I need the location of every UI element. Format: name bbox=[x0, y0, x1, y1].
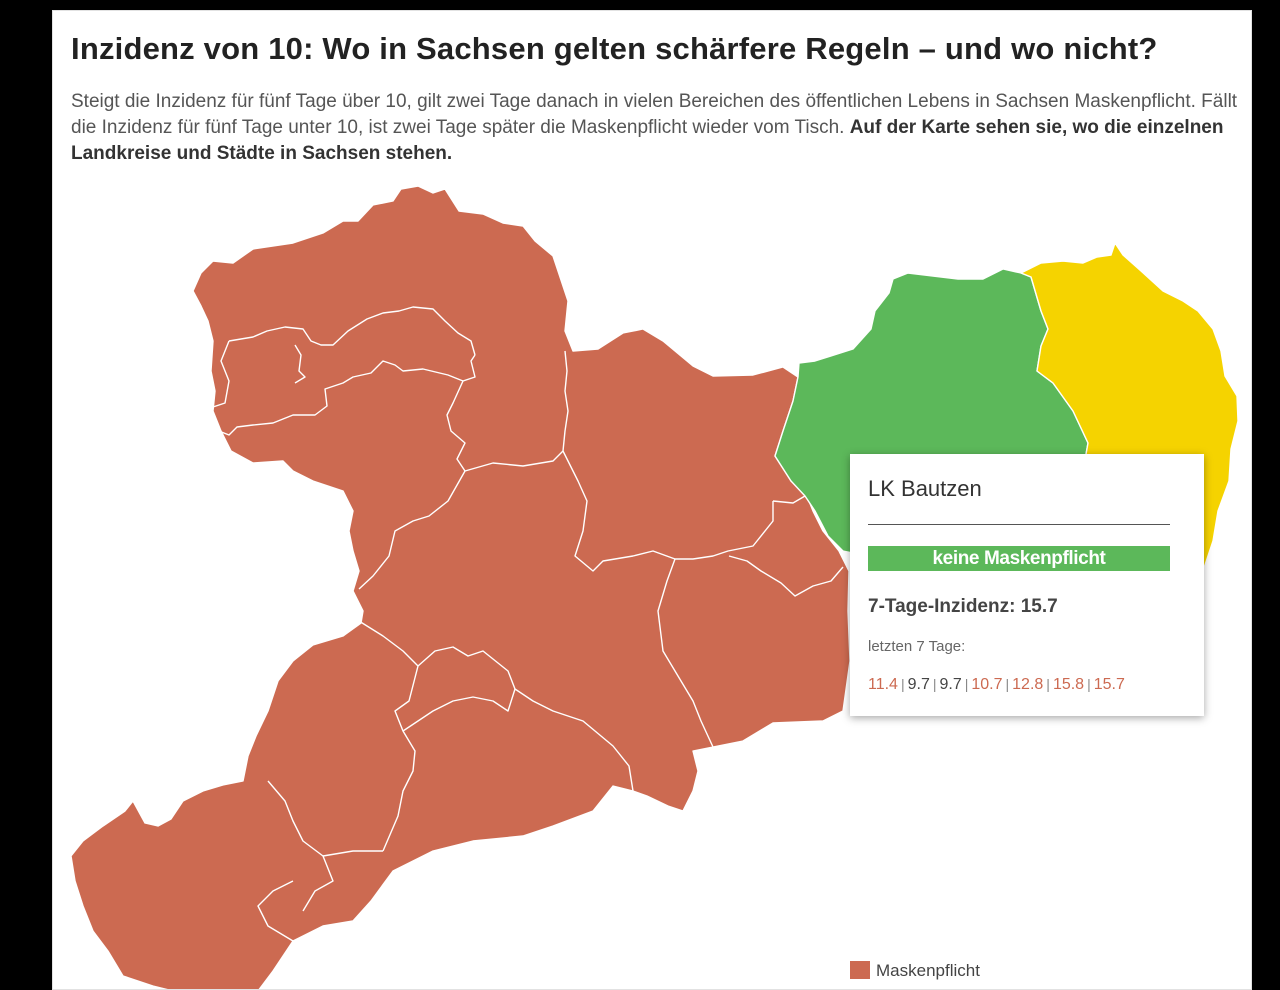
district-border bbox=[772, 495, 806, 504]
tooltip-last-values: 11.4 | 9.7 | 9.7 | 10.7 | 12.8 | 15.8 | 15.7 bbox=[868, 676, 1125, 694]
value-separator: | bbox=[1087, 676, 1091, 692]
district-border bbox=[402, 688, 516, 732]
daily-incidence-value: 9.7 bbox=[939, 676, 962, 693]
value-separator: | bbox=[900, 676, 905, 692]
district-border bbox=[267, 780, 334, 912]
map-card: Inzidenz von 10: Wo in Sachsen gelten sc… bbox=[52, 10, 1252, 990]
district-border bbox=[358, 470, 466, 590]
intro-text-bold: Auf der Karte sehen sie, wo die einzelne… bbox=[71, 117, 1224, 164]
daily-incidence-value: 12.8 bbox=[1012, 676, 1044, 693]
district-border bbox=[446, 380, 466, 472]
district-border bbox=[464, 350, 569, 472]
district-border bbox=[562, 450, 774, 572]
value-separator: | bbox=[1046, 676, 1050, 692]
district-border bbox=[728, 555, 844, 597]
value-separator: | bbox=[1005, 676, 1010, 692]
district-border bbox=[212, 340, 230, 408]
district-border bbox=[417, 646, 634, 792]
daily-incidence-value: 15.8 bbox=[1052, 676, 1085, 693]
daily-incidence-value: 11.4 bbox=[868, 676, 898, 693]
tooltip-status-badge: keine Maskenpflicht bbox=[868, 546, 1170, 571]
daily-incidence-value: 10.7 bbox=[971, 676, 1003, 693]
tooltip-last-days-label: letzten 7 Tage: bbox=[868, 638, 966, 655]
value-separator: | bbox=[964, 676, 969, 692]
value-separator: | bbox=[932, 676, 937, 692]
district-border bbox=[358, 620, 419, 852]
district-border bbox=[218, 354, 476, 436]
daily-incidence-value: 9.7 bbox=[907, 676, 930, 693]
intro-text-regular: Steigt die Inzidenz für fünf Tage über 1… bbox=[71, 91, 1238, 138]
tooltip-divider bbox=[868, 524, 1170, 525]
map-region-maskenpflicht[interactable] bbox=[70, 185, 851, 990]
district-border bbox=[228, 306, 476, 356]
legend-swatch-maskenpflicht bbox=[850, 961, 870, 979]
district-border bbox=[294, 344, 306, 384]
legend-label-maskenpflicht: Maskenpflicht bbox=[876, 961, 980, 980]
tooltip-district-name: LK Bautzen bbox=[868, 476, 982, 501]
district-border bbox=[322, 850, 383, 857]
district-border bbox=[257, 880, 294, 942]
page-title: Inzidenz von 10: Wo in Sachsen gelten sc… bbox=[71, 31, 1158, 66]
district-border bbox=[657, 558, 714, 748]
district-tooltip: LK Bautzen keine Maskenpflicht 7-Tage-In… bbox=[850, 454, 1204, 716]
tooltip-incidence: 7-Tage-Inzidenz: 15.7 bbox=[868, 596, 1058, 617]
daily-incidence-value: 15.7 bbox=[1093, 676, 1125, 693]
map-legend: Maskenpflicht bbox=[850, 961, 980, 981]
intro-text: Steigt die Inzidenz für fünf Tage über 1… bbox=[71, 89, 1241, 167]
